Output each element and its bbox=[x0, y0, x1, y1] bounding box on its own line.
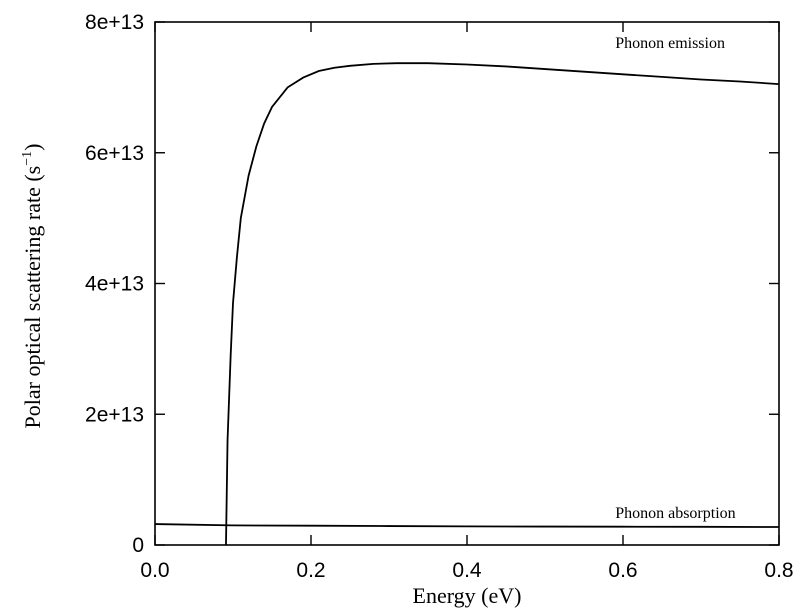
y-tick-label: 0 bbox=[132, 534, 144, 557]
x-tick-label: 0.2 bbox=[296, 559, 325, 582]
x-axis-label: Energy (eV) bbox=[413, 583, 522, 608]
annotations: Phonon emission Phonon absorption bbox=[615, 35, 735, 522]
y-tick-label: 4e+13 bbox=[85, 273, 144, 296]
y-tick-label: 8e+13 bbox=[85, 11, 144, 34]
x-tick-label: 0.4 bbox=[452, 559, 482, 582]
plot-frame bbox=[154, 21, 780, 546]
phonon-emission-line bbox=[225, 62, 780, 546]
y-axis-label-main: Polar optical scattering rate (s bbox=[20, 166, 45, 429]
phonon-absorption-line bbox=[154, 523, 780, 528]
y-tick-label: 2e+13 bbox=[85, 403, 144, 426]
phonon-emission-label: Phonon emission bbox=[615, 35, 725, 52]
y-axis-label-close: ) bbox=[20, 144, 45, 151]
x-tick-label: 0.0 bbox=[140, 559, 169, 582]
y-tick-label: 6e+13 bbox=[85, 142, 144, 165]
axis-ticks: 0.0 0.2 0.4 0.6 0.8 0 2e+13 4e+13 6e+13 8e+13 bbox=[85, 11, 794, 582]
x-tick-label: 0.8 bbox=[764, 559, 793, 582]
y-axis-label: Polar optical scattering rate (s−1) bbox=[20, 144, 45, 429]
plot-area bbox=[154, 21, 780, 546]
phonon-absorption-label: Phonon absorption bbox=[615, 505, 735, 522]
y-axis-label-superscript: −1 bbox=[20, 151, 35, 166]
x-tick-label: 0.6 bbox=[608, 559, 637, 582]
series-lines bbox=[154, 62, 780, 546]
